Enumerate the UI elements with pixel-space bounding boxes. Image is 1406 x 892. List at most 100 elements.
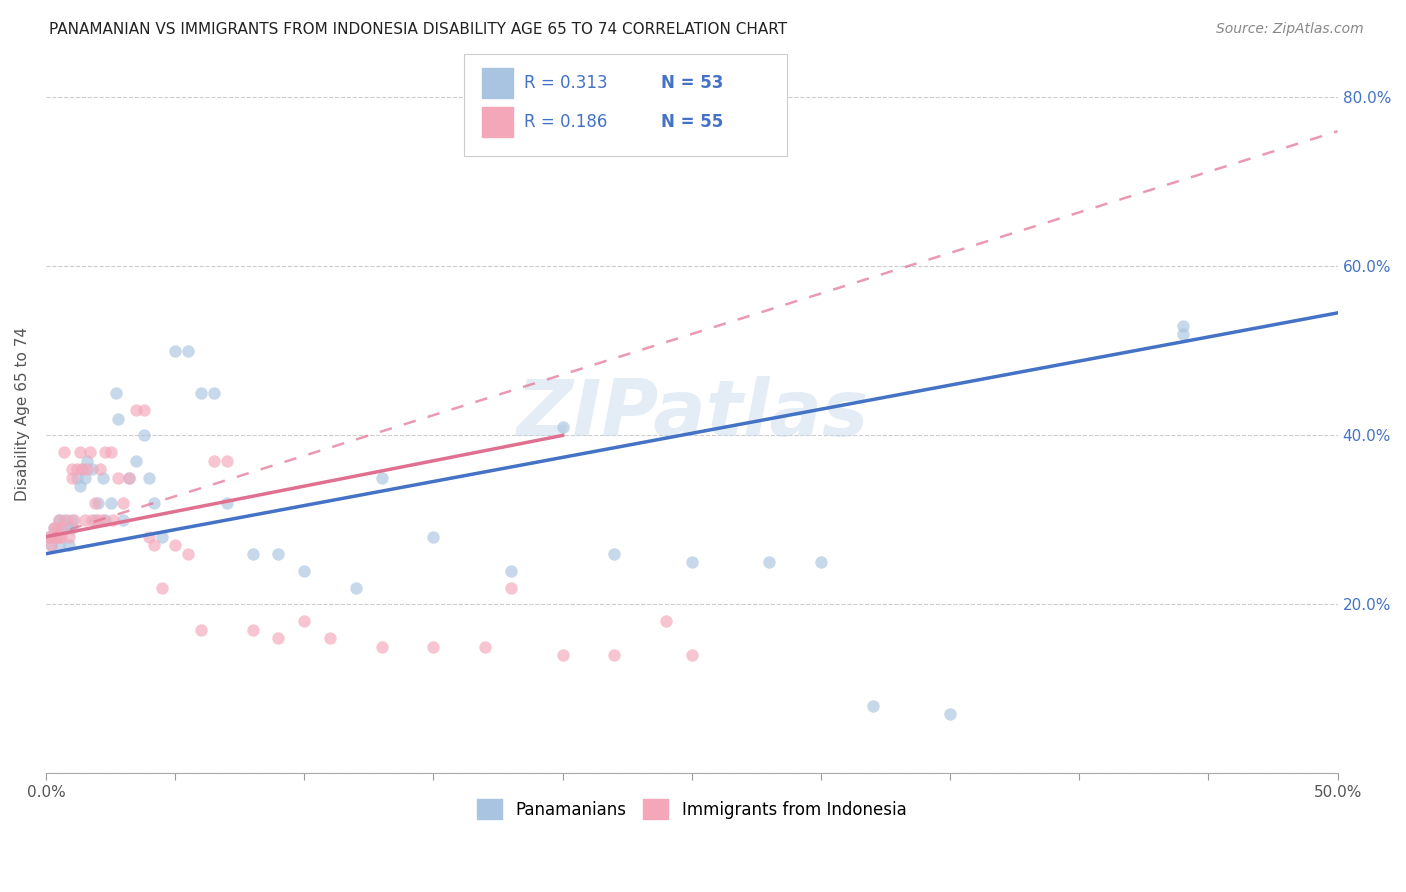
Point: [51, 521, 73, 535]
Point: [51, 530, 73, 544]
Point: [422, 640, 444, 654]
Text: PANAMANIAN VS IMMIGRANTS FROM INDONESIA DISABILITY AGE 65 TO 74 CORRELATION CHAR: PANAMANIAN VS IMMIGRANTS FROM INDONESIA …: [49, 22, 787, 37]
Point: [39, 538, 62, 552]
Point: [150, 530, 173, 544]
Point: [55, 513, 77, 527]
Point: [58, 538, 80, 552]
Y-axis label: Disability Age 65 to 74: Disability Age 65 to 74: [15, 327, 30, 501]
Point: [73, 470, 96, 484]
Point: [474, 640, 496, 654]
Point: [39, 530, 62, 544]
Point: [91, 513, 114, 527]
Point: [551, 420, 574, 434]
Point: [134, 428, 156, 442]
Point: [551, 648, 574, 662]
Point: [603, 648, 626, 662]
Point: [60, 470, 83, 484]
Point: [190, 623, 212, 637]
Point: [42, 521, 65, 535]
Point: [107, 411, 129, 425]
Point: [38, 530, 60, 544]
Text: N = 53: N = 53: [661, 74, 723, 92]
Point: [60, 513, 83, 527]
Point: [112, 513, 135, 527]
Point: [165, 343, 187, 358]
Point: [53, 445, 76, 459]
Point: [138, 470, 160, 484]
Point: [292, 615, 315, 629]
Point: [344, 581, 367, 595]
Point: [73, 513, 96, 527]
Point: [84, 513, 107, 527]
Point: [150, 581, 173, 595]
Point: [125, 403, 148, 417]
Point: [267, 547, 290, 561]
Point: [82, 462, 104, 476]
Text: R = 0.186: R = 0.186: [524, 113, 607, 131]
Point: [190, 386, 212, 401]
Point: [117, 470, 139, 484]
Point: [125, 454, 148, 468]
Point: [939, 707, 962, 722]
Text: ZIPatlas: ZIPatlas: [516, 376, 868, 452]
Point: [117, 470, 139, 484]
Point: [69, 479, 91, 493]
Point: [165, 538, 187, 552]
Point: [76, 462, 98, 476]
Point: [76, 454, 98, 468]
Point: [107, 470, 129, 484]
Point: [48, 530, 70, 544]
Point: [603, 547, 626, 561]
Point: [48, 513, 70, 527]
Text: N = 55: N = 55: [661, 113, 723, 131]
Point: [48, 513, 70, 527]
Legend: Panamanians, Immigrants from Indonesia: Panamanians, Immigrants from Indonesia: [471, 792, 912, 826]
Point: [143, 538, 166, 552]
Point: [112, 496, 135, 510]
Point: [202, 454, 225, 468]
Point: [66, 470, 89, 484]
Point: [104, 386, 127, 401]
Point: [53, 513, 76, 527]
Point: [45, 530, 67, 544]
Point: [862, 698, 884, 713]
Point: [86, 513, 108, 527]
Point: [39, 538, 62, 552]
Point: [177, 547, 200, 561]
Point: [101, 513, 124, 527]
Point: [681, 555, 703, 569]
Point: [38, 530, 60, 544]
Point: [45, 521, 67, 535]
Point: [66, 462, 89, 476]
Point: [94, 513, 117, 527]
Point: [89, 462, 111, 476]
Point: [45, 530, 67, 544]
Point: [138, 530, 160, 544]
Point: [267, 631, 290, 645]
Point: [42, 521, 65, 535]
Point: [55, 521, 77, 535]
Point: [143, 496, 166, 510]
Point: [84, 496, 107, 510]
Point: [1171, 318, 1194, 333]
Text: Source: ZipAtlas.com: Source: ZipAtlas.com: [1216, 22, 1364, 37]
Point: [51, 521, 73, 535]
Point: [58, 530, 80, 544]
Point: [1171, 326, 1194, 341]
Point: [371, 470, 394, 484]
Point: [86, 496, 108, 510]
Point: [70, 462, 93, 476]
Point: [48, 538, 70, 552]
Point: [655, 615, 678, 629]
Point: [499, 564, 522, 578]
Point: [63, 513, 86, 527]
Point: [215, 496, 238, 510]
Point: [202, 386, 225, 401]
Point: [79, 445, 101, 459]
Point: [242, 547, 264, 561]
Point: [94, 445, 117, 459]
Point: [100, 496, 122, 510]
Point: [810, 555, 832, 569]
Point: [242, 623, 264, 637]
Point: [82, 513, 104, 527]
